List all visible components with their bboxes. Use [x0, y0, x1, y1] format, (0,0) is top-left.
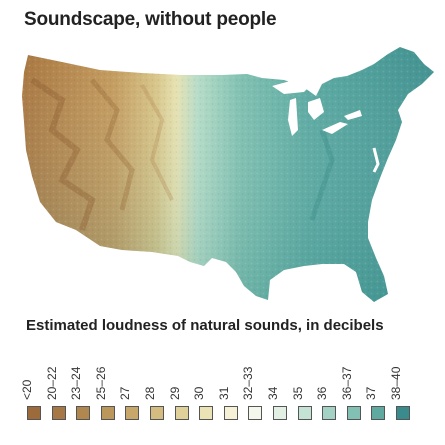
legend-swatch — [297, 406, 312, 420]
legend-item: 23–24 — [69, 338, 91, 420]
legend: <20 20–22 23–24 25–26 27 28 29 30 31 32–33 34 35 36 3… — [20, 338, 442, 420]
legend-item: 36 — [315, 338, 337, 420]
legend-swatch — [100, 406, 115, 420]
legend-swatch — [248, 406, 263, 420]
legend-swatch — [223, 406, 238, 420]
chesapeake-bay — [372, 147, 380, 173]
legend-swatch — [346, 406, 361, 420]
us-soundscape-map — [22, 40, 440, 310]
legend-swatch — [51, 406, 66, 420]
legend-swatch — [150, 406, 164, 420]
legend-item: 27 — [118, 338, 140, 420]
legend-label: 37 — [364, 386, 379, 400]
legend-label: 23–24 — [69, 366, 84, 400]
legend-label: 28 — [143, 386, 157, 400]
legend-swatch — [396, 406, 410, 420]
legend-item: 32–33 — [241, 338, 263, 420]
legend-label: 36 — [315, 386, 330, 400]
legend-swatch — [27, 406, 41, 420]
map-fill — [22, 47, 434, 302]
legend-label: 36–37 — [339, 366, 354, 400]
legend-item: 28 — [143, 338, 164, 420]
legend-item: 29 — [168, 338, 189, 420]
legend-swatch — [199, 406, 214, 420]
legend-swatch — [125, 406, 140, 420]
legend-label: 30 — [192, 386, 207, 400]
legend-label: 32–33 — [241, 366, 256, 400]
legend-label: 20–22 — [44, 366, 59, 400]
legend-swatch — [273, 406, 287, 420]
legend-title: Estimated loudness of natural sounds, in… — [26, 317, 384, 334]
legend-item: 30 — [192, 338, 214, 420]
legend-item: <20 — [20, 338, 41, 420]
great-lakes — [272, 80, 362, 136]
legend-swatch — [174, 406, 189, 420]
legend-item: 34 — [266, 338, 287, 420]
page-title: Soundscape, without people — [24, 9, 277, 30]
legend-label: 34 — [266, 386, 280, 400]
legend-item: 20–22 — [45, 338, 66, 420]
legend-swatch — [322, 406, 337, 420]
legend-item: 38–40 — [389, 338, 410, 420]
legend-item: 31 — [217, 338, 238, 420]
legend-label: <20 — [20, 379, 34, 400]
legend-label: 25–26 — [93, 366, 108, 400]
legend-label: 38–40 — [389, 366, 403, 400]
legend-item: 36–37 — [340, 338, 361, 420]
legend-label: 31 — [216, 386, 231, 400]
legend-label: 27 — [118, 386, 133, 400]
legend-label: 35 — [290, 386, 305, 400]
legend-swatch — [371, 406, 386, 420]
legend-swatch — [76, 406, 91, 420]
legend-label: 29 — [167, 386, 182, 400]
legend-item: 35 — [291, 338, 312, 420]
legend-item: 25–26 — [94, 338, 115, 420]
legend-item: 37 — [364, 338, 386, 420]
